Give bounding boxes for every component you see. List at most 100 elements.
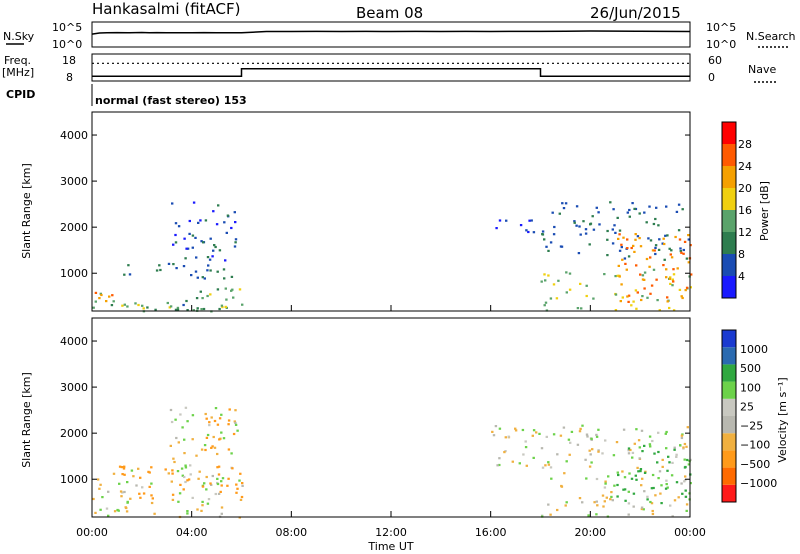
velocity-cell xyxy=(218,438,221,441)
velocity-cell xyxy=(171,469,174,472)
velocity-cell xyxy=(120,466,123,469)
velocity-cell xyxy=(227,448,231,451)
power-cell xyxy=(687,234,690,237)
power-cell xyxy=(618,275,621,278)
power-cell xyxy=(633,207,636,210)
velocity-cell xyxy=(121,473,124,476)
velocity-cell xyxy=(642,508,645,511)
power-cell xyxy=(225,298,228,301)
velocity-cell xyxy=(604,482,607,485)
velocity-cell xyxy=(507,435,510,438)
power-cell xyxy=(666,234,669,237)
velocity-cell xyxy=(657,477,660,480)
velocity-cell xyxy=(236,487,239,490)
velocity-cell xyxy=(235,491,238,494)
velocity-cell xyxy=(241,482,244,485)
velocity-cell xyxy=(607,475,610,478)
velocity-cell xyxy=(564,504,567,507)
power-cell xyxy=(681,208,684,211)
power-cell xyxy=(191,234,195,237)
velocity-cell xyxy=(220,506,224,509)
power-cell xyxy=(606,229,609,233)
velocity-cell xyxy=(601,452,604,455)
power-cell xyxy=(626,295,629,298)
velocity-cell xyxy=(173,460,176,464)
velocity-cell xyxy=(632,492,636,495)
velocity-cell xyxy=(179,483,182,486)
power-cell xyxy=(668,247,671,250)
velocity-cell xyxy=(205,475,208,479)
power-cell xyxy=(634,238,637,241)
velocity-cell xyxy=(126,481,129,484)
velocity-cell xyxy=(673,448,676,451)
velocity-cell xyxy=(635,428,638,431)
date-title: 26/Jun/2015 xyxy=(590,4,681,22)
nave-tick-bottom: 0 xyxy=(708,71,715,84)
velocity-cell xyxy=(227,477,230,480)
power-cell xyxy=(665,268,668,271)
power-cell xyxy=(668,306,671,310)
velocity-cell xyxy=(567,438,571,441)
velocity-colorbar-tick: 100 xyxy=(740,381,761,394)
power-cell xyxy=(541,230,545,233)
velocity-cell xyxy=(531,434,534,437)
power-cell xyxy=(184,257,187,260)
velocity-cell xyxy=(532,456,535,459)
velocity-cell xyxy=(212,435,215,439)
velocity-cell xyxy=(627,449,630,452)
power-cell xyxy=(585,284,588,287)
power-cell xyxy=(168,306,171,309)
power-cell xyxy=(186,247,190,250)
velocity-cell xyxy=(649,500,652,504)
velocity-cell xyxy=(238,479,241,482)
power-cell xyxy=(670,249,673,252)
velocity-cell xyxy=(94,511,97,514)
power-cell xyxy=(185,299,188,303)
power-colorbar-swatch xyxy=(722,144,736,166)
power-cell xyxy=(654,217,657,221)
power-cell xyxy=(519,224,523,227)
velocity-cell xyxy=(547,461,550,464)
power-cell xyxy=(584,232,588,235)
velocity-cell xyxy=(578,430,582,433)
velocity-cell xyxy=(197,477,200,480)
power-cell xyxy=(684,289,687,292)
velocity-cell xyxy=(623,476,627,479)
velocity-cell xyxy=(532,429,536,432)
power-cell xyxy=(622,236,625,239)
velocity-cell xyxy=(525,464,528,467)
velocity-cell xyxy=(581,424,584,427)
velocity-cell xyxy=(547,463,551,466)
velocity-cell xyxy=(685,503,689,506)
power-cell xyxy=(614,293,618,296)
power-cell xyxy=(218,249,222,252)
power-cell xyxy=(606,238,609,241)
velocity-cell xyxy=(217,473,221,476)
velocity-cell xyxy=(174,418,177,421)
power-cell xyxy=(618,249,622,252)
power-cell xyxy=(218,307,221,311)
velocity-cell xyxy=(665,430,668,434)
velocity-cell xyxy=(101,496,104,499)
power-cell xyxy=(208,258,212,261)
power-colorbar-tick: 12 xyxy=(738,226,752,239)
power-cell xyxy=(212,249,215,252)
power-scatter xyxy=(92,201,693,313)
power-cell xyxy=(662,264,665,267)
velocity-cell xyxy=(591,448,594,451)
power-cell xyxy=(632,300,635,303)
power-cell xyxy=(680,251,683,254)
power-cell xyxy=(98,297,101,300)
power-cell xyxy=(230,275,234,278)
velocity-cell xyxy=(129,497,132,500)
power-cell xyxy=(606,254,609,257)
power-cell xyxy=(690,273,693,276)
velocity-cell xyxy=(675,481,679,484)
power-cell xyxy=(234,241,237,244)
power-cell xyxy=(105,300,108,303)
power-cell xyxy=(134,302,137,305)
velocity-cell xyxy=(651,512,655,516)
power-cell xyxy=(592,297,595,300)
velocity-cell xyxy=(135,484,138,487)
power-cell xyxy=(575,205,579,208)
